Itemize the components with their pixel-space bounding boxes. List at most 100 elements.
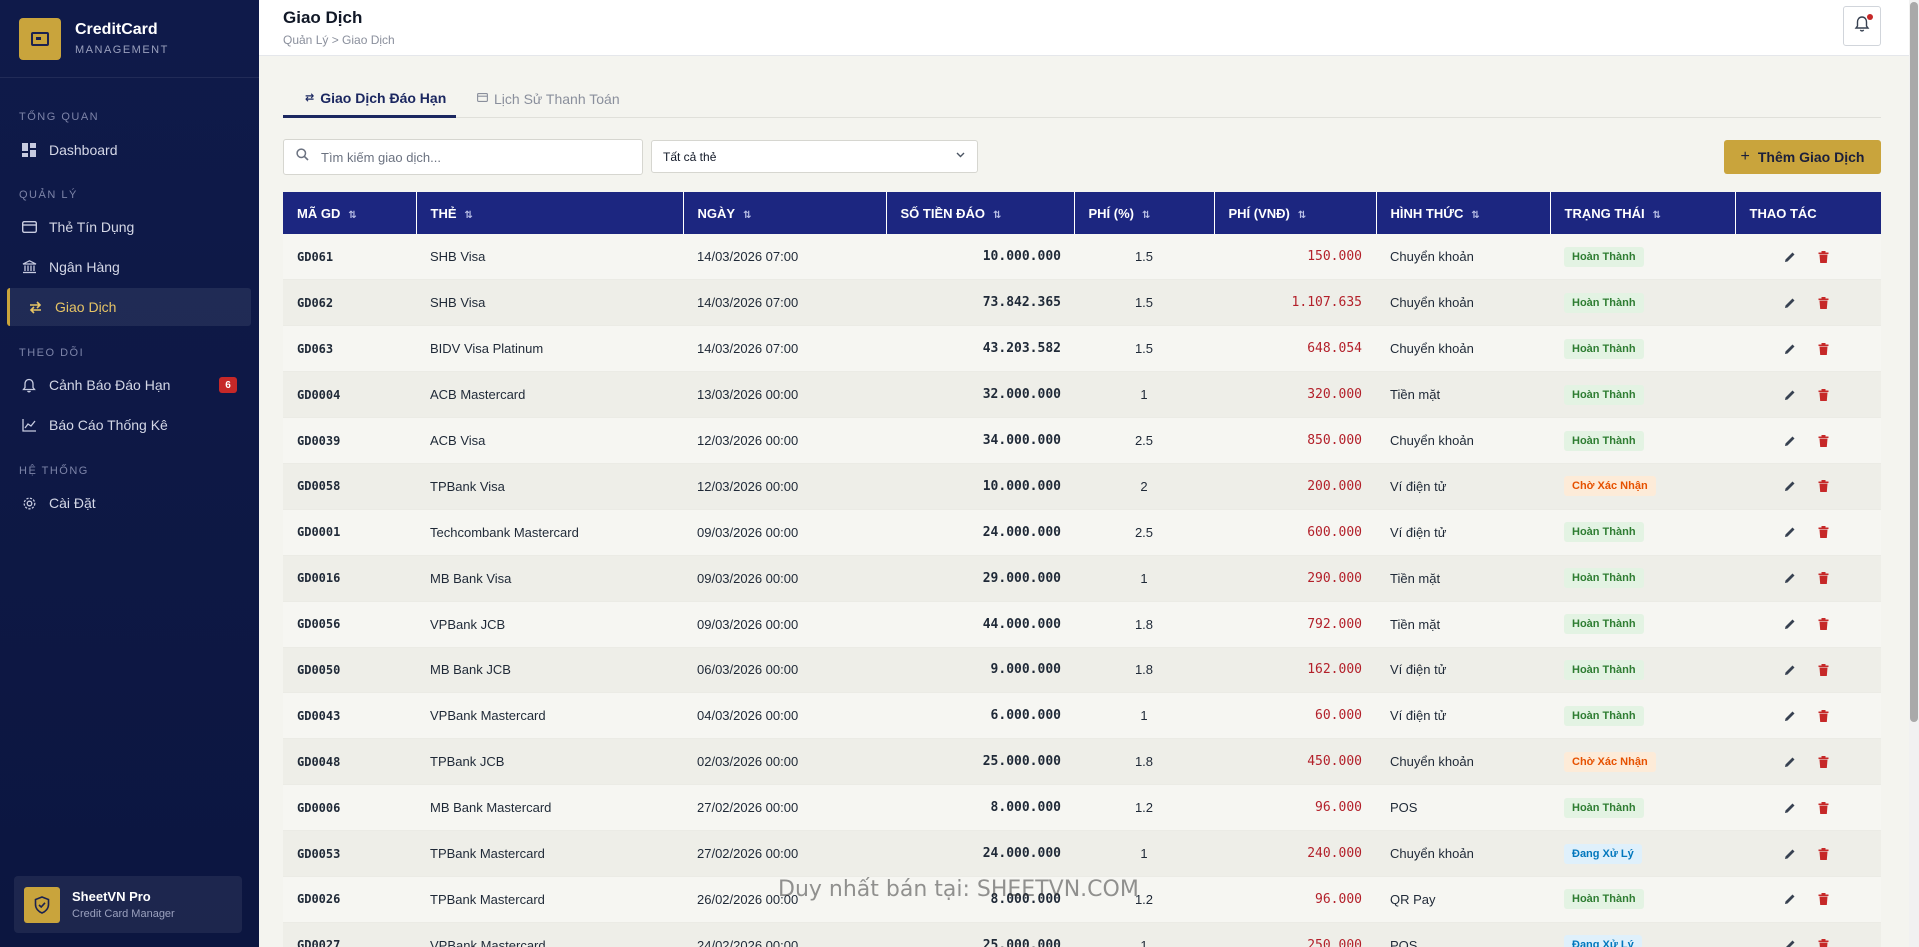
breadcrumb: Quản Lý > Giao Dịch: [283, 33, 395, 47]
table-row[interactable]: GD063 BIDV Visa Platinum 14/03/2026 07:00 4…: [283, 325, 1881, 373]
table-row[interactable]: GD0004 ACB Mastercard 13/03/2026 00:00 32.0…: [283, 371, 1881, 419]
notification-button[interactable]: [1843, 6, 1881, 46]
card-name: TPBank Visa: [416, 463, 683, 510]
table-row[interactable]: GD061 SHB Visa 14/03/2026 07:00 10.000.000 1…: [283, 234, 1881, 281]
table-row[interactable]: GD0016 MB Bank Visa 09/03/2026 00:00 29.000…: [283, 555, 1881, 602]
column-header-card[interactable]: THẺ ⇅: [416, 192, 684, 234]
transaction-date: 12/03/2026 00:00: [683, 463, 886, 510]
actions-cell: [1735, 922, 1881, 947]
top-header: Giao Dịch Quản Lý > Giao Dịch: [259, 0, 1909, 56]
tab-label: Giao Dịch Đáo Hạn: [320, 89, 447, 106]
table-row[interactable]: GD062 SHB Visa 14/03/2026 07:00 73.842.365 1…: [283, 279, 1881, 327]
table-row[interactable]: GD0050 MB Bank JCB 06/03/2026 00:00 9.000.0…: [283, 647, 1881, 694]
column-header-method[interactable]: HÌNH THỨC ⇅: [1376, 192, 1551, 234]
search-input[interactable]: [321, 149, 621, 165]
transaction-amount: 9.000.000: [886, 647, 1074, 694]
trash-icon[interactable]: [1818, 663, 1829, 676]
table-row[interactable]: GD0058 TPBank Visa 12/03/2026 00:00 10.000.…: [283, 463, 1881, 510]
transaction-code: GD063: [283, 325, 416, 373]
edit-icon[interactable]: [1784, 526, 1796, 538]
edit-icon[interactable]: [1784, 572, 1796, 584]
transaction-amount: 73.842.365: [886, 279, 1074, 327]
column-header-fee-percent[interactable]: PHÍ (%) ⇅: [1074, 192, 1215, 234]
sort-icon: ⇅: [1142, 209, 1151, 221]
status-cell: Chờ Xác Nhận: [1550, 738, 1735, 786]
trash-icon[interactable]: [1818, 250, 1829, 263]
table-row[interactable]: GD0006 MB Bank Mastercard 27/02/2026 00:00…: [283, 784, 1881, 832]
table-row[interactable]: GD0053 TPBank Mastercard 27/02/2026 00:00 2…: [283, 830, 1881, 877]
column-header-amount[interactable]: SỐ TIỀN ĐÁO ⇅: [886, 192, 1075, 234]
fee-percent: 1: [1074, 830, 1214, 877]
sidebar-item-due-alerts[interactable]: Cảnh Báo Đáo Hạn 6: [7, 366, 251, 404]
edit-icon[interactable]: [1784, 802, 1796, 814]
card-filter-select[interactable]: Tất cả thẻ: [651, 140, 978, 173]
sort-icon: ⇅: [348, 209, 357, 221]
trash-icon[interactable]: [1818, 709, 1829, 722]
sidebar-item-dashboard[interactable]: Dashboard: [7, 131, 251, 169]
column-header-status[interactable]: TRẠNG THÁI ⇅: [1550, 192, 1736, 234]
trash-icon[interactable]: [1818, 296, 1829, 309]
trash-icon[interactable]: [1818, 342, 1829, 355]
edit-icon[interactable]: [1784, 251, 1796, 263]
table-row[interactable]: GD0048 TPBank JCB 02/03/2026 00:00 25.000.0…: [283, 738, 1881, 786]
fee-vnd: 600.000: [1214, 509, 1376, 556]
edit-icon[interactable]: [1784, 710, 1796, 722]
sort-icon: ⇅: [1297, 209, 1307, 221]
table-row[interactable]: GD0056 VPBank JCB 09/03/2026 00:00 44.000.0…: [283, 601, 1881, 648]
trash-icon[interactable]: [1818, 755, 1829, 768]
trash-icon[interactable]: [1818, 526, 1829, 539]
edit-icon[interactable]: [1784, 297, 1796, 309]
trash-icon[interactable]: [1818, 801, 1829, 814]
page-scrollbar[interactable]: [1909, 0, 1919, 947]
scrollbar-thumb[interactable]: [1910, 2, 1918, 722]
sidebar-item-reports[interactable]: Báo Cáo Thống Kê: [7, 406, 251, 444]
edit-icon[interactable]: [1784, 893, 1796, 905]
trash-icon[interactable]: [1818, 618, 1829, 631]
trash-icon[interactable]: [1818, 434, 1829, 447]
column-header-date[interactable]: NGÀY ⇅: [683, 192, 887, 234]
transaction-code: GD0004: [283, 371, 416, 419]
edit-icon[interactable]: [1784, 756, 1796, 768]
tab-payment-history[interactable]: Lịch Sử Thanh Toán: [477, 80, 620, 118]
table-row[interactable]: GD0043 VPBank Mastercard 04/03/2026 00:00 6…: [283, 692, 1881, 740]
table-row[interactable]: GD0026 TPBank Mastercard 26/02/2026 00:00 8…: [283, 876, 1881, 923]
edit-icon[interactable]: [1784, 343, 1796, 355]
trash-icon[interactable]: [1818, 572, 1829, 585]
payment-method: Tiền mặt: [1376, 601, 1550, 648]
tab-due-transactions[interactable]: ⇄ Giao Dịch Đáo Hạn: [283, 80, 456, 118]
trash-icon[interactable]: [1818, 939, 1829, 947]
fee-vnd: 450.000: [1214, 738, 1376, 786]
edit-icon[interactable]: [1784, 389, 1796, 401]
sidebar-item-settings[interactable]: Cài Đặt: [7, 484, 251, 522]
trash-icon[interactable]: [1818, 893, 1829, 906]
fee-percent: 1.2: [1074, 876, 1214, 923]
nav-section-overview: Tổng Quan: [19, 111, 100, 123]
sidebar-item-transactions[interactable]: Giao Dịch: [7, 288, 251, 326]
gear-icon: [21, 495, 37, 511]
column-header-fee-vnd[interactable]: PHÍ (VNĐ) ⇅: [1214, 192, 1377, 234]
trash-icon[interactable]: [1818, 847, 1829, 860]
sidebar-item-banks[interactable]: Ngân Hàng: [7, 248, 251, 286]
sidebar-item-label: Báo Cáo Thống Kê: [49, 417, 168, 433]
plus-icon: +: [1740, 148, 1750, 165]
trash-icon[interactable]: [1818, 388, 1829, 401]
table-row[interactable]: GD0039 ACB Visa 12/03/2026 00:00 34.000.000…: [283, 417, 1881, 464]
payment-method: Ví điện tử: [1376, 647, 1550, 694]
edit-icon[interactable]: [1784, 435, 1796, 447]
edit-icon[interactable]: [1784, 664, 1796, 676]
table-row[interactable]: GD0027 VPBank Mastercard 24/02/2026 00:00 2…: [283, 922, 1881, 947]
footer-subtitle: Credit Card Manager: [72, 908, 175, 920]
table-row[interactable]: GD0001 Techcombank Mastercard 09/03/2026 0…: [283, 509, 1881, 556]
edit-icon[interactable]: [1784, 480, 1796, 492]
column-header-code[interactable]: MÃ GD ⇅: [283, 192, 417, 234]
add-transaction-button[interactable]: + Thêm Giao Dịch: [1724, 140, 1881, 174]
transaction-date: 04/03/2026 00:00: [683, 692, 886, 740]
trash-icon[interactable]: [1818, 480, 1829, 493]
edit-icon[interactable]: [1784, 939, 1796, 947]
actions-cell: [1735, 876, 1881, 923]
edit-icon[interactable]: [1784, 848, 1796, 860]
sidebar-item-credit-cards[interactable]: Thẻ Tín Dụng: [7, 208, 251, 246]
edit-icon[interactable]: [1784, 618, 1796, 630]
card-logo-icon: [19, 17, 61, 60]
status-cell: Hoàn Thành: [1550, 692, 1735, 740]
